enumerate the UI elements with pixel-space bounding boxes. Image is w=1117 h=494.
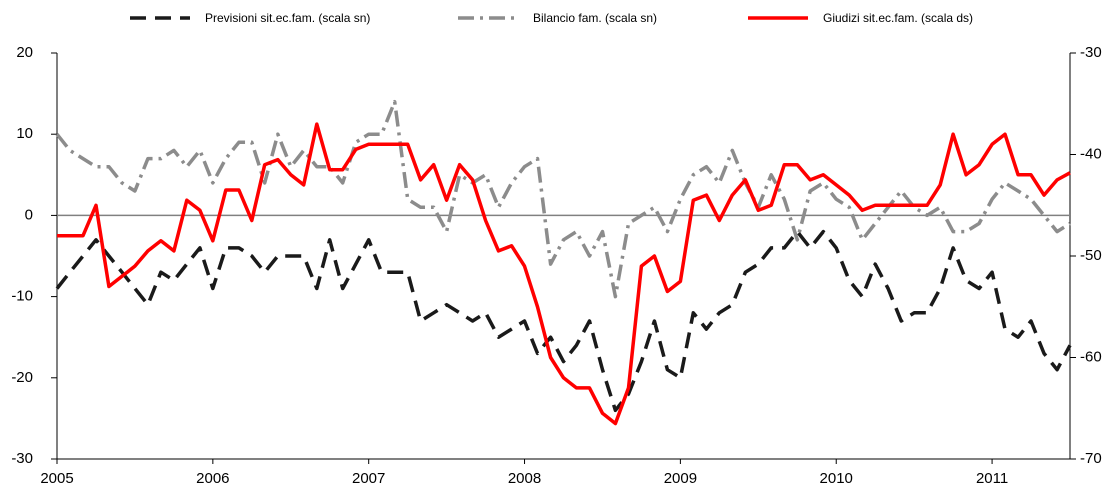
y2-tick-label: -30 <box>1080 44 1102 61</box>
y2-tick-label: -50 <box>1080 247 1102 264</box>
y-tick-label: -20 <box>11 369 33 386</box>
y2-tick-label: -60 <box>1080 348 1102 365</box>
x-tick-label: 2006 <box>196 470 229 487</box>
x-tick-label: 2008 <box>508 470 541 487</box>
x-tick-label: 2007 <box>352 470 385 487</box>
y2-tick-label: -40 <box>1080 145 1102 162</box>
x-tick-label: 2011 <box>976 470 1008 487</box>
y2-tick-label: -70 <box>1080 450 1102 467</box>
legend-label: Bilancio fam. (scala sn) <box>533 11 657 25</box>
x-tick-label: 2010 <box>820 470 853 487</box>
series-line <box>55 99 1071 299</box>
y-tick-label: 10 <box>16 125 33 142</box>
series-line <box>57 122 1071 426</box>
y-tick-label: 0 <box>25 206 33 223</box>
y-tick-label: 20 <box>16 44 33 61</box>
legend-label: Giudizi sit.ec.fam. (scala ds) <box>823 11 973 25</box>
legend-label: Previsioni sit.ec.fam. (scala sn) <box>205 11 370 25</box>
y-tick-label: -30 <box>11 450 33 467</box>
series-line <box>55 229 1072 413</box>
x-tick-label: 2005 <box>40 470 73 487</box>
y-tick-label: -10 <box>11 288 33 305</box>
x-tick-label: 2009 <box>664 470 697 487</box>
